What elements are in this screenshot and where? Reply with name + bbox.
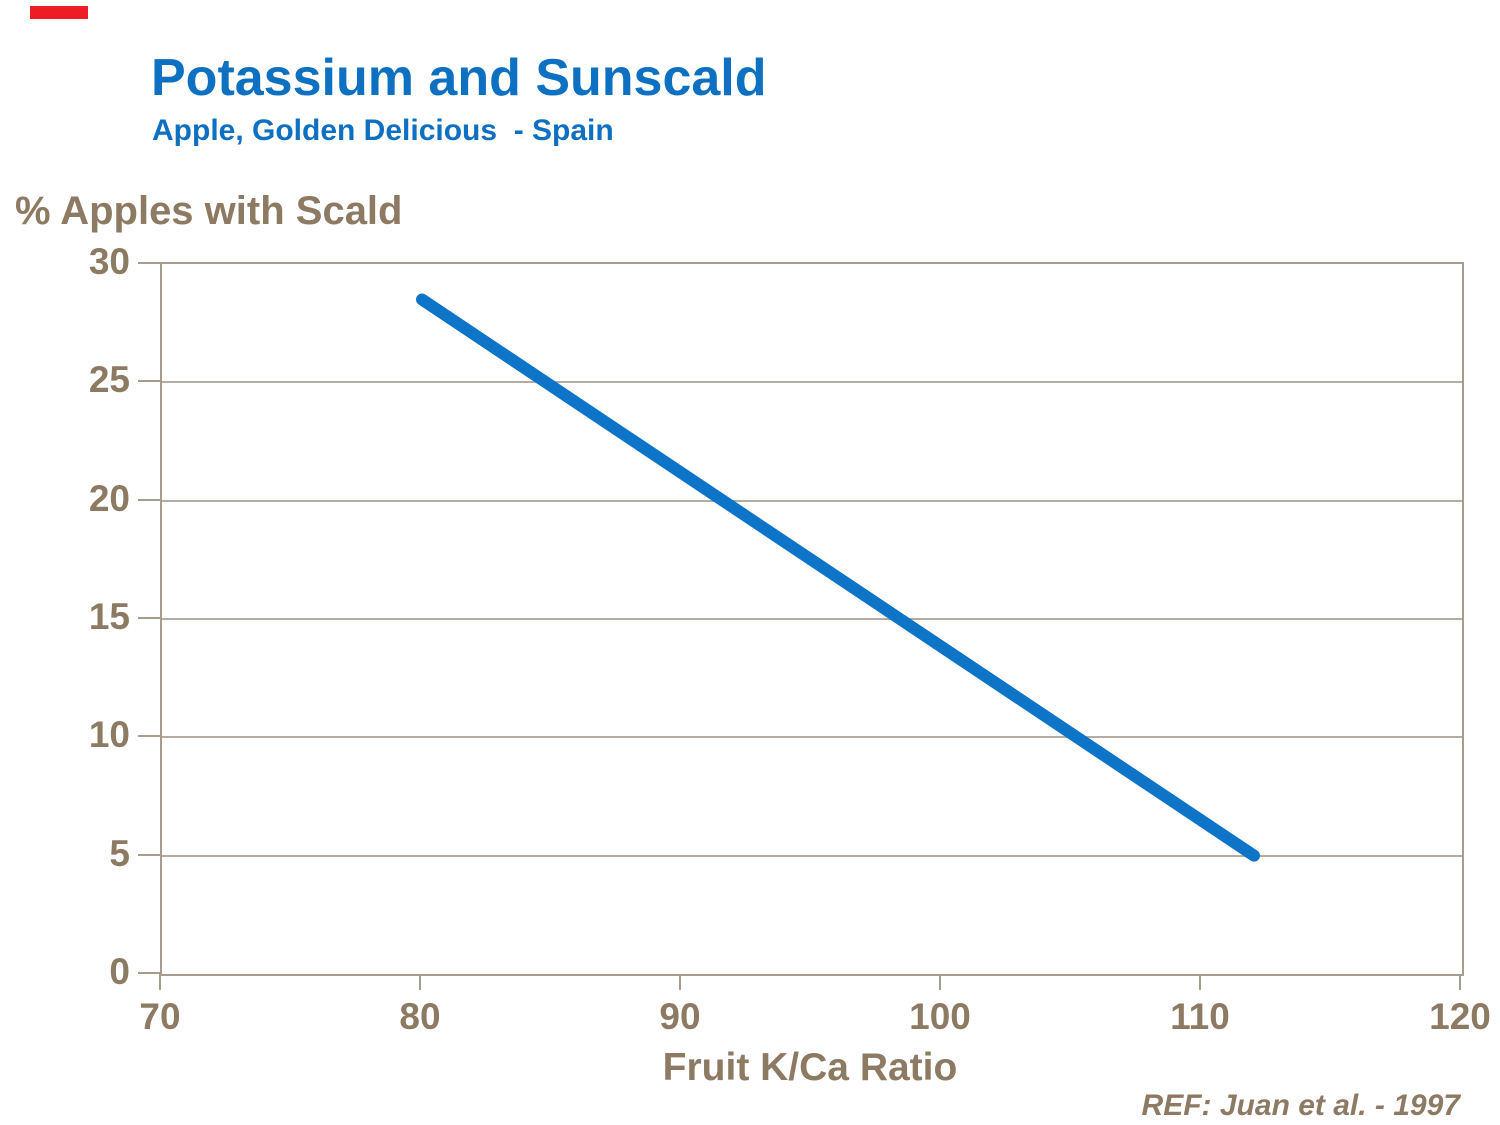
y-tick-mark-5 <box>138 853 160 856</box>
y-tick-mark-25 <box>138 380 160 383</box>
gridline-y-20 <box>162 499 1462 502</box>
data-line-0 <box>416 293 1260 862</box>
y-tick-label-15: 15 <box>88 596 130 637</box>
x-tick-label-100: 100 <box>909 996 971 1037</box>
x-tick-mark-100 <box>939 974 941 990</box>
x-tick-label-80: 80 <box>399 996 441 1037</box>
x-tick-mark-120 <box>1459 974 1461 990</box>
x-tick-mark-110 <box>1199 974 1201 990</box>
y-tick-label-20: 20 <box>88 477 130 519</box>
y-tick-label-30: 30 <box>88 241 130 282</box>
y-tick-mark-15 <box>138 617 160 619</box>
y-axis-title: % Apples with Scald <box>15 189 403 233</box>
y-tick-mark-0 <box>138 972 160 974</box>
y-tick-label-5: 5 <box>109 832 130 874</box>
red-accent-bar <box>30 6 88 19</box>
gridline-y-15 <box>162 618 1462 620</box>
x-tick-label-120: 120 <box>1429 996 1491 1037</box>
x-axis-title: Fruit K/Ca Ratio <box>662 1046 958 1089</box>
reference-citation: REF: Juan et al. - 1997 <box>1141 1089 1460 1122</box>
y-tick-mark-30 <box>138 262 160 264</box>
x-tick-mark-80 <box>419 974 421 990</box>
gridline-y-10 <box>162 736 1462 739</box>
y-tick-mark-20 <box>138 498 160 501</box>
plot-area <box>160 262 1464 976</box>
chart-svg <box>416 293 1260 862</box>
x-tick-label-70: 70 <box>139 996 181 1037</box>
x-tick-mark-90 <box>679 974 681 990</box>
gridline-y-25 <box>162 381 1462 384</box>
chart-subtitle: Apple, Golden Delicious - Spain <box>152 114 614 147</box>
y-tick-label-25: 25 <box>88 359 130 401</box>
x-tick-label-110: 110 <box>1170 996 1230 1037</box>
y-tick-mark-10 <box>138 735 160 738</box>
y-tick-label-0: 0 <box>109 951 130 992</box>
gridline-y-5 <box>162 854 1462 857</box>
x-tick-mark-70 <box>159 974 161 990</box>
chart-title: Potassium and Sunscald <box>151 49 767 107</box>
x-tick-label-90: 90 <box>659 996 701 1037</box>
y-tick-label-10: 10 <box>88 714 130 756</box>
